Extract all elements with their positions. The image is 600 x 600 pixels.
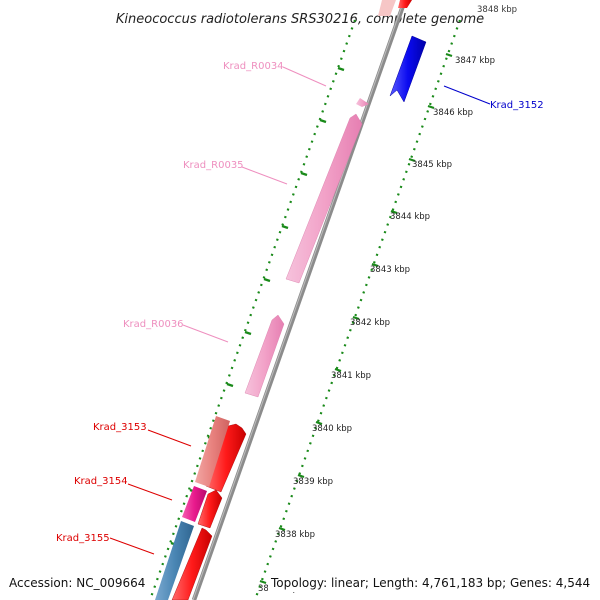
label-krad-3152[interactable]: Krad_3152: [490, 100, 544, 111]
label-krad-r0034[interactable]: Krad_R0034: [223, 61, 284, 72]
label-krad-3154[interactable]: Krad_3154: [74, 476, 128, 487]
gene-krad-r0034[interactable]: [356, 98, 369, 107]
kbp-label-3841: 3841 kbp: [331, 371, 371, 381]
kbp-label-3838: 3838 kbp: [275, 530, 315, 540]
map-title: Kineococcus radiotolerans SRS30216, comp…: [116, 12, 484, 27]
kbp-label-3847: 3847 kbp: [455, 56, 495, 66]
genome-backbone-highlight: [192, 0, 405, 600]
kbp-label-3846: 3846 kbp: [433, 108, 473, 118]
gene-krad-3152[interactable]: [389, 35, 427, 103]
kbp-label-3845: 3845 kbp: [412, 160, 452, 170]
kbp-label-3848: 3848 kbp: [477, 5, 517, 15]
right-ruler-dots: [253, 19, 462, 600]
left-ruler-dots: [148, 19, 357, 600]
footer-summary: Topology: linear; Length: 4,761,183 bp; …: [270, 576, 590, 590]
leader-krad-3154: [127, 483, 173, 501]
gene-krad-3155[interactable]: [155, 521, 194, 600]
kbp-label-3842: 3842 kbp: [350, 318, 390, 328]
footer-accession: Accession: NC_009664: [9, 576, 145, 590]
label-krad-3155[interactable]: Krad_3155: [56, 533, 110, 544]
gene-krad-r0036[interactable]: [244, 314, 285, 398]
footer-summary-bg: [268, 572, 596, 592]
leader-krad-3152: [443, 85, 491, 105]
label-krad-3153[interactable]: Krad_3153: [93, 422, 147, 433]
genome-backbone: [191, 0, 408, 600]
leader-krad-r0036: [182, 324, 229, 343]
ruler-ticks: [259, 52, 453, 585]
gene-krad-r0035[interactable]: [285, 113, 363, 284]
kbp-label-3840: 3840 kbp: [312, 424, 352, 434]
gene-red-lane-3[interactable]: [171, 527, 213, 600]
label-krad-r0036[interactable]: Krad_R0036: [123, 319, 184, 330]
gene-red-lane-2[interactable]: [197, 489, 223, 529]
leader-krad-r0035: [241, 166, 288, 185]
kbp-label-3843: 3843 kbp: [370, 265, 410, 275]
kbp-label-3844: 3844 kbp: [390, 212, 430, 222]
footer-accession-bg: [4, 572, 148, 592]
gene-krad-3154[interactable]: [182, 486, 207, 522]
left-ring-ticks: [170, 66, 345, 547]
gene-krad-3153[interactable]: [195, 416, 230, 487]
label-krad-r0035[interactable]: Krad_R0035: [183, 160, 244, 171]
gene-top-partial-pink[interactable]: [378, 0, 396, 16]
gene-top-partial[interactable]: [398, 0, 412, 8]
leader-krad-r0034: [282, 66, 327, 87]
leader-krad-3153: [147, 429, 192, 447]
leader-krad-3155: [109, 537, 155, 555]
kbp-label-3839: 3839 kbp: [293, 477, 333, 487]
